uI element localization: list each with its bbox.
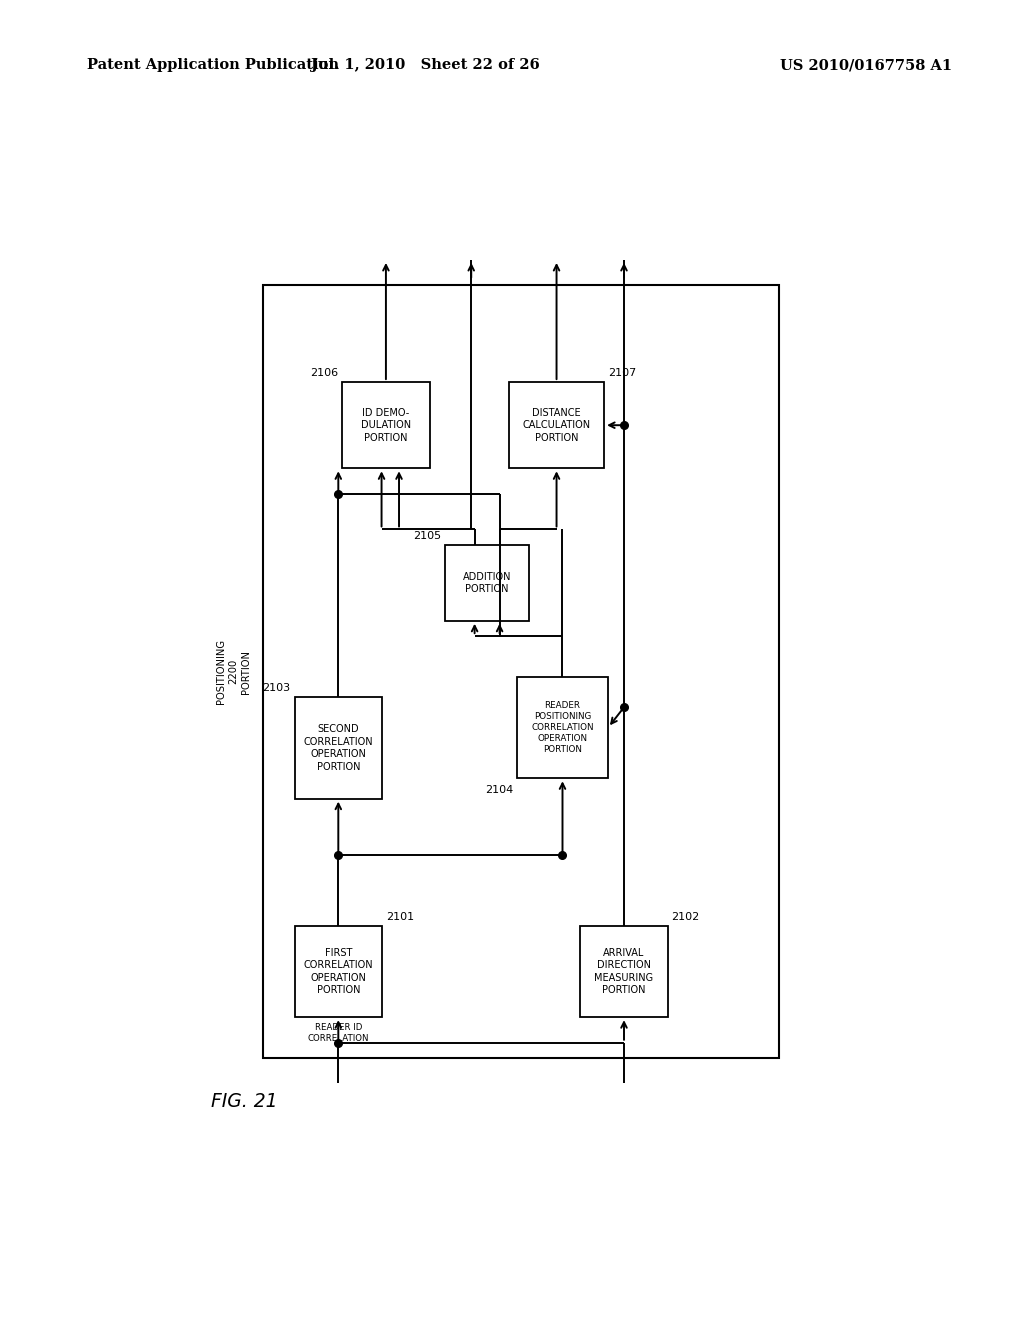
Text: FIG. 21: FIG. 21 [211,1092,278,1111]
Text: US 2010/0167758 A1: US 2010/0167758 A1 [780,58,952,73]
Bar [517,677,608,779]
Text: ARRIVAL
DIRECTION
MEASURING
PORTION: ARRIVAL DIRECTION MEASURING PORTION [595,948,653,995]
Bar [342,381,430,469]
Text: 2101: 2101 [386,912,414,921]
Text: ADDITION
PORTION: ADDITION PORTION [463,572,511,594]
Bar [295,697,382,799]
Text: SECOND
CORRELATION
OPERATION
PORTION: SECOND CORRELATION OPERATION PORTION [303,725,373,771]
Text: 2103: 2103 [262,682,291,693]
Bar [295,925,382,1018]
Text: 2102: 2102 [672,912,699,921]
Text: 2104: 2104 [484,784,513,795]
Text: Patent Application Publication: Patent Application Publication [87,58,339,73]
Text: 2107: 2107 [608,368,636,378]
Bar [509,381,604,469]
Text: 2106: 2106 [310,368,338,378]
Text: Jul. 1, 2010   Sheet 22 of 26: Jul. 1, 2010 Sheet 22 of 26 [310,58,540,73]
Bar [581,925,668,1018]
Text: READER
POSITIONING
CORRELATION
OPERATION
PORTION: READER POSITIONING CORRELATION OPERATION… [531,701,594,754]
Text: READER ID
CORRELATION: READER ID CORRELATION [307,1023,369,1043]
Bar [445,545,528,620]
Text: DISTANCE
CALCULATION
PORTION: DISTANCE CALCULATION PORTION [522,408,591,442]
Text: POSITIONING
2200
PORTION: POSITIONING 2200 PORTION [216,639,251,705]
Text: FIRST
CORRELATION
OPERATION
PORTION: FIRST CORRELATION OPERATION PORTION [303,948,373,995]
Text: ID DEMO-
DULATION
PORTION: ID DEMO- DULATION PORTION [360,408,411,442]
Text: 2105: 2105 [414,531,441,541]
Bar [263,285,779,1057]
